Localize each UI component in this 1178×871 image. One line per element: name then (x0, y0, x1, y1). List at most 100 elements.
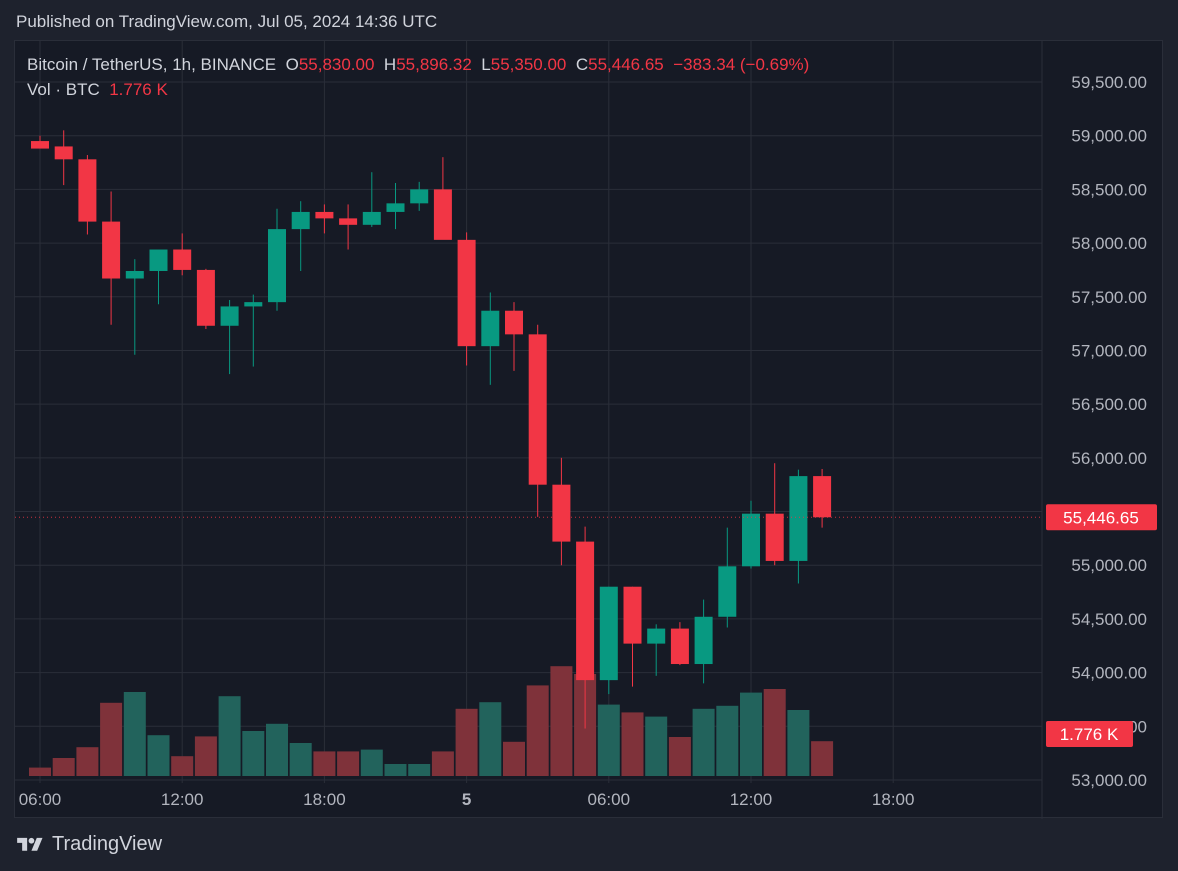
y-tick-label: 54,500.00 (1071, 610, 1147, 629)
candle-up (291, 211, 310, 230)
candle-up (386, 203, 405, 212)
volume-bar (218, 696, 241, 776)
y-tick-label: 57,000.00 (1071, 341, 1147, 360)
candle-up (481, 310, 500, 347)
candle-up (599, 586, 618, 681)
volume-bar (740, 692, 762, 776)
candle-down (433, 189, 452, 240)
x-tick-label: 06:00 (588, 790, 631, 809)
volume-bar (455, 708, 478, 776)
candle-down (765, 513, 784, 561)
candlestick-chart[interactable]: 53,000.0053,500.0054,000.0054,500.0055,0… (15, 41, 1164, 819)
volume-bar (597, 704, 620, 776)
y-tick-label: 55,000.00 (1071, 556, 1147, 575)
candle-up (244, 302, 263, 307)
volume-bar (266, 723, 288, 776)
y-tick-label: 59,500.00 (1071, 73, 1147, 92)
volume-bar (479, 702, 502, 776)
candle-up (125, 270, 144, 279)
y-tick-label: 58,500.00 (1071, 180, 1147, 199)
low-label: L (481, 55, 491, 74)
chart-legend: Bitcoin / TetherUS, 1h, BINANCE O55,830.… (27, 55, 809, 105)
y-tick-label: 59,000.00 (1071, 127, 1147, 146)
candle-up (718, 566, 737, 617)
last-price-badge (1046, 504, 1157, 531)
volume-bar (645, 716, 668, 776)
volume-bar (503, 741, 525, 776)
chart-pane[interactable]: 53,000.0053,500.0054,000.0054,500.0055,0… (14, 40, 1164, 819)
candle-up (789, 476, 808, 561)
open-value: 55,830.00 (298, 55, 375, 74)
volume-bar (621, 712, 644, 776)
volume-bar (242, 731, 265, 776)
candle-down (670, 628, 689, 665)
candle-up (149, 249, 168, 271)
candle-up (220, 306, 239, 326)
candle-up (362, 211, 381, 225)
candle-down (623, 586, 642, 644)
candle-down (315, 211, 334, 219)
candle-down (528, 334, 547, 485)
candle-up (647, 628, 666, 644)
close-label: C (575, 55, 589, 74)
volume-bar (763, 689, 786, 776)
volume-bar (76, 747, 99, 776)
candle-down (339, 218, 358, 225)
x-tick-label: 12:00 (730, 790, 773, 809)
published-caption: Published on TradingView.com, Jul 05, 20… (16, 12, 438, 31)
volume-bar (147, 735, 170, 776)
volume-bar (716, 705, 739, 776)
volume-bar (692, 708, 715, 776)
volume-label[interactable]: Vol · BTC (27, 80, 100, 99)
tradingview-logo-icon (17, 837, 43, 851)
candle-down (102, 221, 121, 279)
symbol-label[interactable]: Bitcoin / TetherUS, 1h, BINANCE (27, 55, 277, 74)
candle-down (54, 146, 73, 160)
tradingview-footer: TradingView (16, 833, 162, 856)
candle-up (742, 513, 760, 567)
volume-bar (194, 736, 217, 776)
volume-bar (313, 751, 336, 776)
x-tick-label: 06:00 (19, 790, 62, 809)
volume-bar (787, 710, 810, 776)
volume-bar (668, 737, 691, 776)
x-tick-label: 18:00 (872, 790, 915, 809)
open-label: O (285, 55, 299, 74)
candle-up (410, 189, 429, 204)
volume-bar (52, 758, 75, 776)
volume-bar (100, 702, 123, 776)
candle-up (694, 616, 713, 665)
change-value: −383.34 (−0.69%) (673, 55, 810, 74)
candle-down (31, 141, 49, 149)
last-volume-label: 1.776 K (1060, 725, 1119, 744)
volume-bar (289, 743, 312, 776)
volume-bar (337, 751, 360, 776)
candle-down (196, 269, 215, 326)
high-label: H (383, 55, 397, 74)
x-tick-label: 18:00 (303, 790, 346, 809)
brand-name[interactable]: TradingView (52, 833, 163, 855)
x-tick-label: 12:00 (161, 790, 204, 809)
y-tick-label: 58,000.00 (1071, 234, 1147, 253)
candle-down (813, 476, 832, 518)
volume-value: 1.776 K (109, 80, 168, 99)
high-value: 55,896.32 (396, 55, 472, 74)
volume-bar (431, 751, 454, 776)
last-volume-badge (1046, 721, 1133, 747)
y-tick-label: 57,500.00 (1071, 288, 1147, 307)
x-tick-label: 5 (462, 790, 471, 809)
candle-down (78, 159, 97, 222)
candle-down (552, 484, 571, 542)
y-tick-label: 53,000.00 (1071, 771, 1147, 790)
volume-bar (171, 756, 194, 776)
y-tick-label: 56,500.00 (1071, 395, 1147, 414)
last-price-label: 55,446.65 (1063, 508, 1139, 527)
candle-up (268, 229, 286, 303)
volume-bar (360, 749, 383, 776)
volume-bar (550, 666, 573, 776)
volume-bar (29, 767, 51, 776)
volume-bar (123, 692, 146, 776)
candle-down (457, 239, 476, 347)
volume-bar (526, 685, 549, 776)
volume-bar (384, 764, 407, 776)
